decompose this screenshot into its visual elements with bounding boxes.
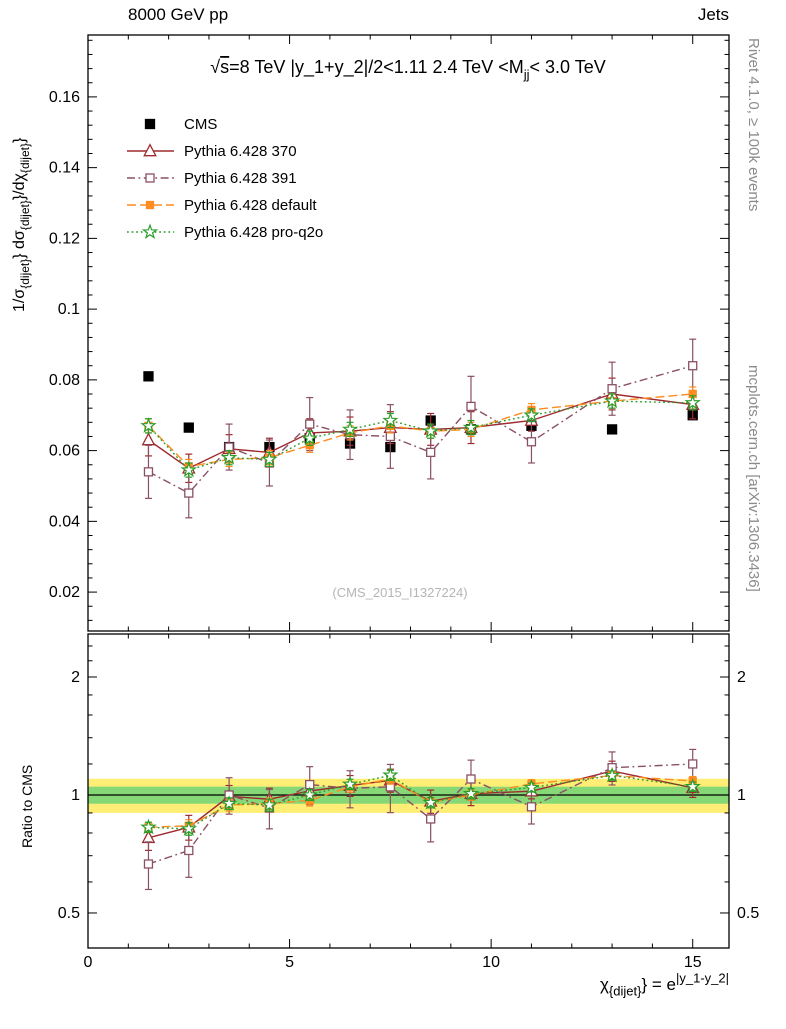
mcplots-reference-note: mcplots.cern.ch [arXiv:1306.3436] (745, 365, 762, 592)
y-tick-label: 0.02 (49, 584, 80, 601)
legend-entry-cms: CMS (144, 116, 217, 133)
legend-label: CMS (184, 116, 217, 133)
rivet-version-note: Rivet 4.1.0, ≥ 100k events (745, 38, 762, 211)
generated-chart-content: 0 5 10 15 0.02 0.04 0.06 0.08 0.1 0.12 0.14 0.16 0.5… (11, 34, 759, 998)
ratio-axis-label: Ratio to CMS (19, 765, 35, 848)
legend-entry-pythia-6-428-pro-q2o: Pythia 6.428 pro-q2o (127, 223, 323, 241)
legend-entry-pythia-6-428-default: Pythia 6.428 default (127, 197, 317, 214)
x-tick-label: 15 (684, 954, 702, 971)
legend-label: Pythia 6.428 391 (184, 170, 297, 187)
ratio-tick-label-left: 2 (71, 669, 80, 686)
ratio-tick-label-left: 0.5 (58, 905, 80, 922)
axis-ticks (87, 35, 729, 948)
y-axis-label: 1/σ{dijet}} dσ{dijet}}/dχ{dijet}} (11, 137, 32, 312)
legend-entry-pythia-6-428-370: Pythia 6.428 370 (127, 143, 297, 160)
main-panel-frame (87, 34, 730, 632)
process-label: Jets (698, 5, 729, 24)
ratio-tick-label-left: 1 (71, 787, 80, 804)
legend-label: Pythia 6.428 370 (184, 143, 297, 160)
x-tick-label: 0 (84, 954, 93, 971)
legend-entry-pythia-6-428-391: Pythia 6.428 391 (127, 170, 297, 187)
tick-labels: 0 5 10 15 0.02 0.04 0.06 0.08 0.1 0.12 0.14 0.16 0.5… (49, 89, 759, 971)
legend-label: Pythia 6.428 pro-q2o (184, 224, 323, 241)
y-tick-label: 0.1 (58, 301, 80, 318)
ratio-panel-frame (87, 633, 730, 949)
y-tick-label: 0.08 (49, 372, 80, 389)
x-tick-label: 10 (482, 954, 500, 971)
ratio-bands (88, 778, 729, 813)
series-main-pythia-6-428-pro-q2o (140, 392, 701, 478)
ratio-tick-label-right: 1 (737, 787, 746, 804)
x-axis-label: χ{dijet}} = e|y_1-y_2| (600, 970, 729, 998)
y-tick-label: 0.14 (49, 160, 80, 177)
beam-energy-label: 8000 GeV pp (128, 5, 228, 24)
y-tick-label: 0.12 (49, 230, 80, 247)
y-tick-label: 0.04 (49, 513, 80, 530)
plot-title: √s=8 TeV |y_1+y_2|/2<1.11 2.4 TeV <Mjj< … (210, 57, 605, 82)
y-tick-label: 0.16 (49, 89, 80, 106)
x-tick-label: 5 (285, 954, 294, 971)
ratio-tick-label-right: 2 (737, 669, 746, 686)
legend-label: Pythia 6.428 default (184, 197, 317, 214)
analysis-watermark: (CMS_2015_I1327224) (332, 585, 467, 600)
ratio-tick-label-right: 0.5 (737, 905, 759, 922)
series-ratio-pythia-6-428-pro-q2o (140, 766, 701, 836)
legend: CMS Pythia 6.428 370 Pythia 6.428 391 Pythi… (127, 116, 323, 241)
series-main-cms (143, 371, 698, 453)
y-tick-label: 0.06 (49, 443, 80, 460)
